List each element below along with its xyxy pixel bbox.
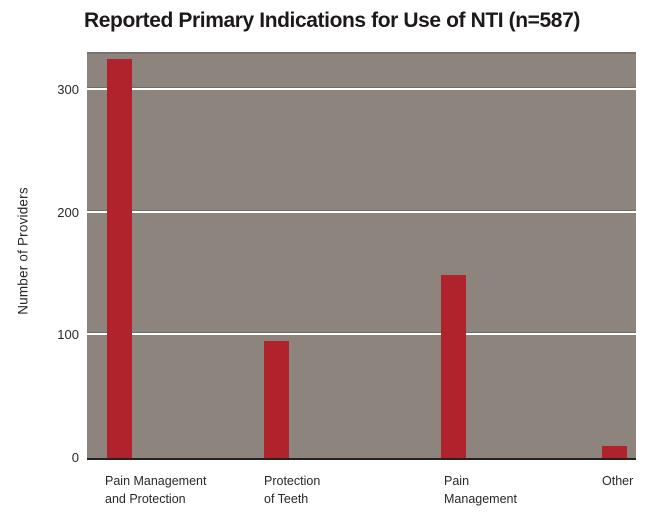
y-tick-label-200: 200 <box>57 204 79 220</box>
x-category-label-protection-of-teeth: Protection of Teeth <box>264 474 321 506</box>
bar-pain-management <box>441 275 466 458</box>
x-category-label-other: Other <box>602 474 634 488</box>
gridline-200 <box>87 210 636 213</box>
x-category-label-pain-management: Pain Management <box>444 474 517 506</box>
y-tick-label-0: 0 <box>71 450 79 465</box>
y-tick-label-100: 100 <box>57 327 79 343</box>
y-tick-label-300: 300 <box>57 82 79 98</box>
gridline-100 <box>87 333 636 336</box>
bar-pain-management-and-protection <box>107 59 132 458</box>
plot-area <box>87 52 636 460</box>
x-category-label-pain-management-and-protection: Pain Management and Protection <box>105 474 207 506</box>
chart-title: Reported Primary Indications for Use of … <box>84 9 580 32</box>
bar-other <box>602 445 627 458</box>
bar-protection-of-teeth <box>264 341 289 458</box>
gridline-300 <box>87 88 636 91</box>
